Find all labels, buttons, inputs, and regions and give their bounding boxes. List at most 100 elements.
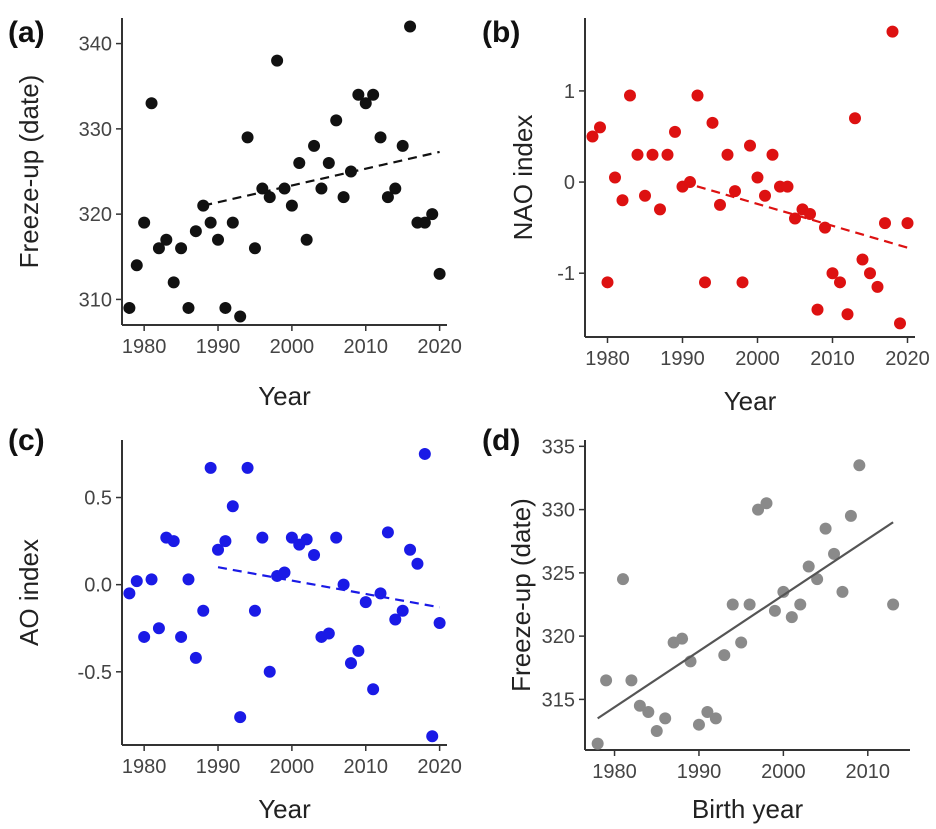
data-point bbox=[263, 191, 276, 204]
data-point bbox=[591, 737, 604, 750]
data-point bbox=[219, 535, 232, 548]
data-point bbox=[212, 233, 225, 246]
data-point bbox=[293, 156, 306, 169]
data-point bbox=[359, 596, 372, 609]
data-point bbox=[819, 221, 831, 234]
data-point bbox=[278, 566, 291, 579]
data-point bbox=[300, 533, 313, 546]
y-tick-label: 330 bbox=[79, 119, 112, 141]
data-point bbox=[811, 303, 824, 316]
data-point bbox=[389, 182, 402, 195]
data-point bbox=[322, 627, 335, 640]
data-point bbox=[234, 310, 247, 323]
panel-label: (b) bbox=[482, 16, 520, 49]
y-tick-label: 335 bbox=[542, 436, 575, 458]
x-tick-label: 1980 bbox=[592, 761, 637, 783]
data-point bbox=[315, 182, 328, 195]
data-point bbox=[271, 54, 284, 67]
data-point bbox=[212, 543, 225, 556]
data-point bbox=[308, 139, 321, 152]
trend-line bbox=[217, 566, 440, 609]
data-point bbox=[256, 531, 269, 544]
data-point bbox=[856, 253, 869, 266]
data-point bbox=[659, 712, 672, 725]
x-tick-label: 2020 bbox=[417, 756, 462, 778]
data-point bbox=[804, 207, 816, 220]
data-point bbox=[642, 706, 655, 719]
data-point bbox=[418, 447, 431, 460]
data-point bbox=[226, 500, 239, 513]
y-axis-title: Freeze-up (date) bbox=[506, 498, 536, 692]
data-point bbox=[234, 711, 247, 724]
data-point bbox=[308, 549, 321, 562]
data-point bbox=[204, 461, 217, 474]
x-axis-title: Birth year bbox=[692, 794, 804, 824]
data-point bbox=[226, 216, 239, 229]
data-point bbox=[145, 573, 158, 586]
data-point bbox=[426, 730, 439, 743]
data-point bbox=[175, 242, 188, 255]
data-point bbox=[330, 531, 343, 544]
data-point bbox=[743, 598, 756, 611]
data-point bbox=[167, 535, 180, 548]
data-point bbox=[152, 242, 165, 255]
data-point bbox=[834, 276, 846, 289]
y-tick-label: 330 bbox=[542, 500, 575, 522]
data-point bbox=[374, 131, 387, 144]
data-point bbox=[130, 575, 143, 588]
data-point bbox=[844, 509, 857, 522]
y-tick-label: 0 bbox=[564, 172, 575, 194]
x-tick-label: 1980 bbox=[122, 336, 167, 358]
x-tick-label: 1990 bbox=[196, 336, 241, 358]
x-tick-label: 2010 bbox=[344, 336, 389, 358]
data-point bbox=[352, 644, 365, 657]
data-point bbox=[744, 139, 756, 152]
data-point bbox=[766, 148, 779, 161]
data-point bbox=[661, 148, 674, 161]
data-point bbox=[633, 699, 646, 712]
data-point bbox=[616, 573, 629, 586]
data-point bbox=[418, 216, 431, 229]
x-tick-label: 1990 bbox=[196, 756, 241, 778]
y-tick-label: 325 bbox=[542, 563, 575, 585]
y-tick-label: 320 bbox=[542, 626, 575, 648]
data-point bbox=[639, 189, 651, 202]
data-point bbox=[381, 191, 394, 204]
data-point bbox=[841, 308, 854, 321]
data-point bbox=[219, 301, 232, 314]
data-point bbox=[337, 191, 350, 204]
data-point bbox=[600, 674, 613, 687]
data-point bbox=[241, 131, 254, 144]
data-point bbox=[691, 89, 704, 102]
data-point bbox=[736, 276, 749, 289]
x-tick-label: 1990 bbox=[677, 761, 722, 783]
x-tick-label: 1980 bbox=[122, 756, 167, 778]
data-point bbox=[344, 657, 357, 670]
data-point bbox=[594, 121, 606, 134]
data-point bbox=[263, 665, 276, 678]
data-point bbox=[828, 547, 841, 560]
data-point bbox=[337, 578, 350, 591]
data-point bbox=[819, 522, 832, 535]
data-point bbox=[381, 526, 394, 539]
data-point bbox=[669, 125, 681, 138]
data-point bbox=[433, 617, 446, 629]
x-tick-label: 2000 bbox=[270, 336, 315, 358]
data-point bbox=[404, 20, 417, 33]
data-point bbox=[752, 503, 765, 516]
data-point bbox=[887, 598, 900, 611]
data-point bbox=[684, 176, 696, 189]
data-point bbox=[396, 139, 409, 152]
data-point bbox=[404, 543, 417, 556]
data-point bbox=[864, 267, 876, 280]
data-point bbox=[130, 259, 143, 272]
data-point bbox=[699, 276, 711, 289]
data-point bbox=[849, 112, 861, 125]
y-tick-label: 0.0 bbox=[84, 575, 112, 597]
data-point bbox=[300, 233, 313, 246]
data-point bbox=[586, 130, 599, 143]
data-point bbox=[701, 706, 714, 719]
data-point bbox=[901, 217, 914, 230]
data-point bbox=[123, 587, 136, 600]
